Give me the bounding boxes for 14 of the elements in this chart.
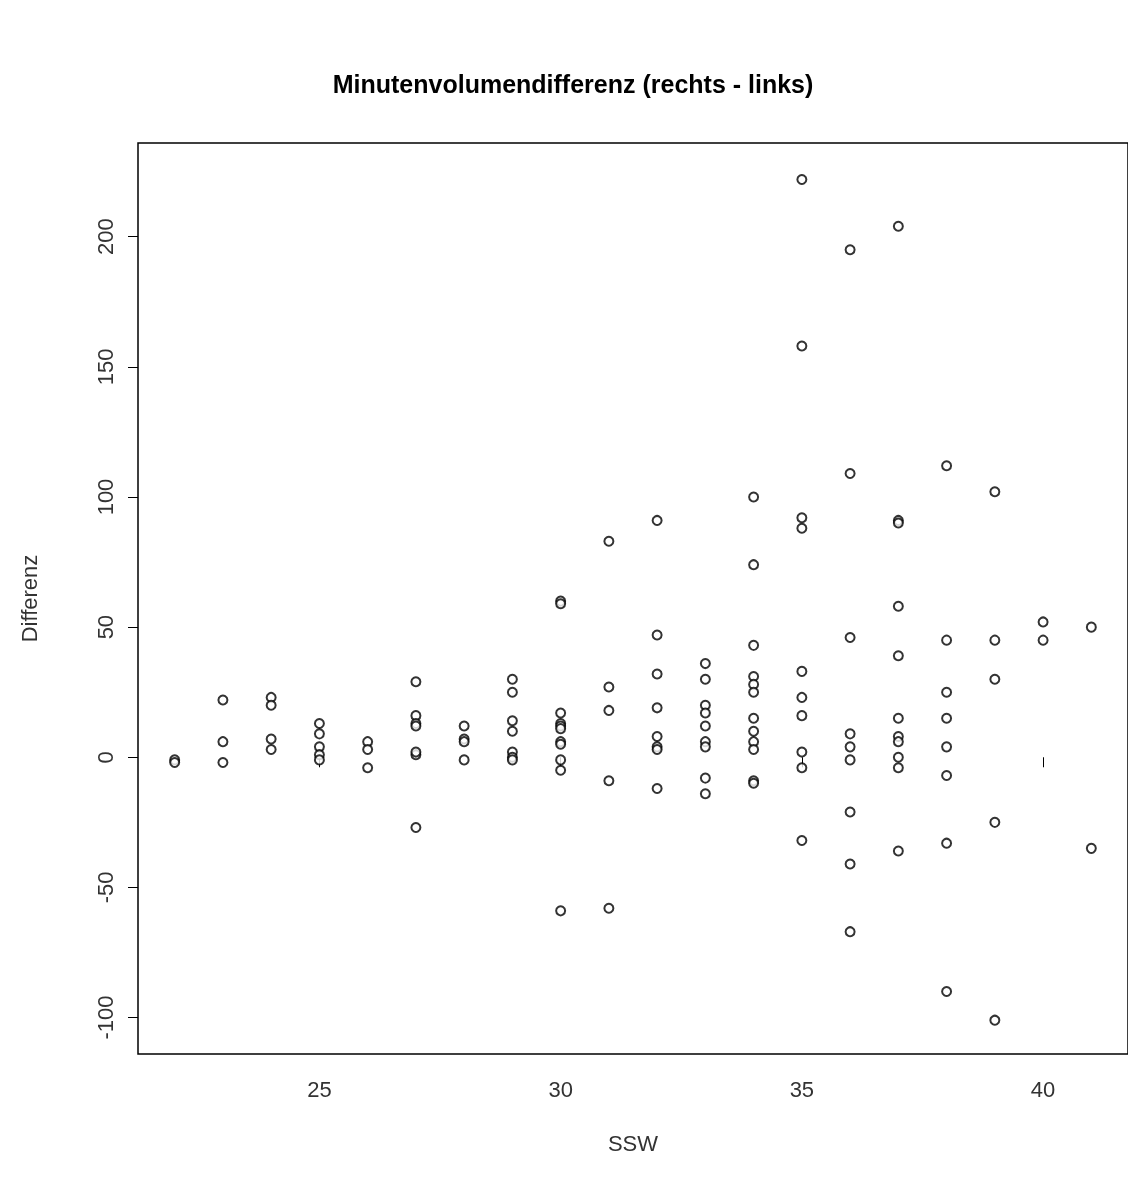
y-tick-label: -100	[92, 995, 118, 1040]
y-tick-label: 50	[92, 614, 118, 640]
x-axis-title: SSW	[607, 1130, 659, 1156]
x-tick-label: 25	[307, 1076, 332, 1102]
y-axis-title: Differenz	[16, 554, 42, 643]
x-tick-label: 40	[1030, 1076, 1056, 1102]
x-tick-label: 35	[789, 1076, 815, 1102]
y-tick-label: 200	[92, 218, 118, 256]
chart-title: Minutenvolumendifferenz (rechts - links)	[332, 69, 814, 98]
y-tick-label: 100	[92, 478, 118, 516]
y-tick-label: 0	[92, 751, 118, 764]
x-tick-label: 30	[548, 1076, 573, 1102]
y-tick-label: 150	[92, 348, 118, 386]
y-tick-label: -50	[92, 871, 118, 904]
